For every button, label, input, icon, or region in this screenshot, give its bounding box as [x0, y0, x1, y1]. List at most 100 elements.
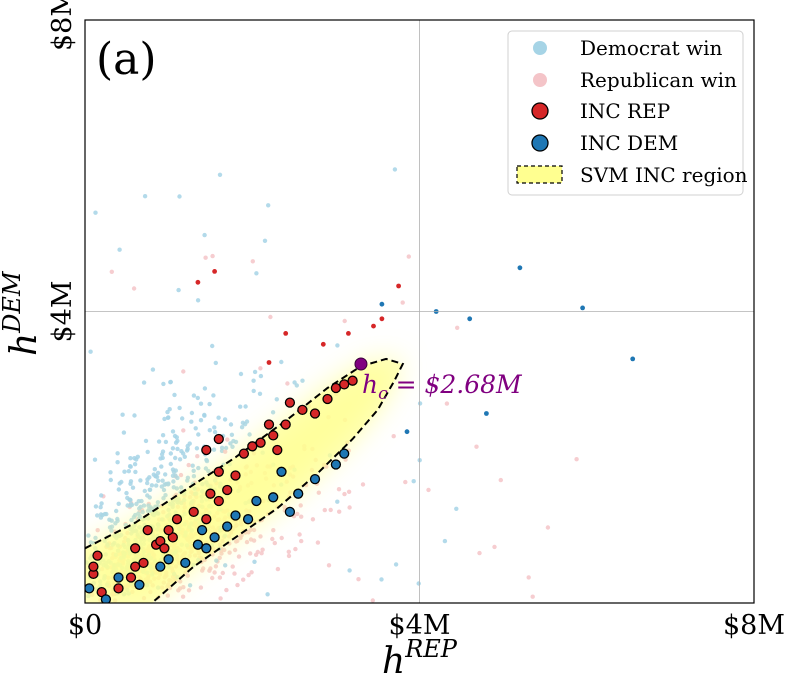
rep-win-point [178, 472, 184, 478]
rep-win-point [248, 551, 253, 556]
rep-win-point [293, 546, 298, 552]
dem-win-point [222, 417, 228, 422]
dem-win-point [145, 493, 150, 498]
dem-win-point [393, 562, 399, 567]
dem-win-point [176, 287, 181, 293]
dem-win-point [219, 445, 225, 450]
rep-win-point [236, 554, 242, 559]
dem-win-point [229, 432, 235, 437]
rep-win-point [213, 564, 219, 569]
dem-win-point [162, 416, 167, 422]
dem-win-point [152, 467, 157, 472]
series-0-point-30 [263, 419, 275, 430]
dem-win-point [168, 380, 173, 385]
rep-win-point [181, 585, 186, 590]
dem-win-point [211, 393, 216, 398]
rep-win-point [279, 535, 284, 541]
dem-win-point [128, 481, 133, 486]
rep-win-point [235, 582, 240, 588]
rep-win-point [220, 570, 225, 576]
rep-win-point [223, 449, 228, 454]
rep-win-point [455, 325, 460, 330]
series-0-point-20 [213, 466, 224, 477]
dem-win-point [159, 452, 165, 457]
series-inc-dem [85, 448, 350, 603]
dem-win-point [274, 397, 279, 402]
legend-label-inc-rep: INC REP [580, 99, 670, 123]
series-0-point-11 [159, 543, 170, 554]
rep-win-point [258, 366, 263, 371]
y-axis-title-base: h [4, 333, 45, 356]
dem-win-point [454, 506, 459, 511]
series-2-point-4 [630, 356, 636, 362]
rep-win-point [310, 517, 316, 522]
rep-win-point [285, 381, 290, 386]
plot-frame [84, 19, 755, 604]
dem-win-point [212, 429, 218, 435]
rep-win-point [360, 482, 366, 487]
series-strong-dem-outliers [379, 265, 636, 435]
rep-win-point [370, 598, 375, 603]
x-tick-label-0: $0 [68, 610, 102, 641]
rep-win-point [258, 534, 263, 539]
series-3-point-8 [320, 341, 326, 347]
dem-win-point [181, 451, 186, 456]
rep-win-point [403, 479, 408, 485]
series-0-point-25 [297, 404, 308, 416]
dem-win-point [185, 475, 191, 480]
dem-win-point [202, 413, 207, 418]
dem-win-point [212, 425, 217, 430]
rep-win-point [545, 525, 551, 530]
rep-win-point [259, 551, 264, 556]
legend: Democrat win Republican win INC REP INC … [507, 30, 748, 196]
dem-win-point [127, 464, 133, 469]
dem-win-point [170, 429, 176, 434]
dem-win-point [146, 503, 151, 508]
dem-win-point [207, 428, 212, 433]
dem-win-point [141, 503, 147, 508]
rep-win-point [498, 477, 503, 483]
series-1-point-10 [222, 521, 233, 532]
dem-win-point [191, 468, 196, 473]
dem-win-point [193, 426, 198, 431]
series-2-point-6 [404, 429, 410, 435]
dem-win-point [95, 513, 100, 518]
series-1-point-5 [163, 554, 174, 565]
series-3-point-6 [396, 283, 401, 289]
dem-win-point [120, 412, 125, 417]
dem-win-point [270, 410, 276, 415]
dem-win-point [145, 508, 151, 514]
dem-win-point [185, 443, 190, 449]
dem-win-point [175, 438, 180, 444]
rep-win-point [406, 254, 411, 259]
legend-marker-svm [516, 165, 563, 184]
dem-win-point [202, 386, 208, 391]
rep-win-point [217, 575, 223, 580]
dem-win-point [170, 446, 176, 451]
dem-win-point [177, 194, 182, 199]
dem-win-point [258, 373, 264, 379]
dem-win-point [196, 432, 201, 437]
dem-win-point [163, 481, 169, 487]
dem-win-point [243, 404, 248, 409]
legend-label-svm: SVM INC region [580, 163, 748, 187]
series-0-point-5 [125, 572, 137, 583]
rep-win-point [248, 537, 254, 542]
series-1-point-2 [113, 572, 124, 583]
series-0-point-1 [92, 550, 103, 561]
x-tick-label-1: $4M [388, 610, 450, 641]
dem-win-point [244, 419, 250, 424]
dem-win-point [86, 533, 91, 538]
rep-win-point [131, 286, 137, 291]
dem-win-point [191, 474, 197, 479]
dem-win-point [155, 504, 160, 509]
legend-marker-inc-dem [531, 134, 549, 152]
rep-win-point [492, 544, 497, 550]
dem-win-point [251, 388, 256, 394]
dem-win-point [171, 485, 176, 490]
rep-win-point [218, 596, 223, 601]
dem-win-point [203, 466, 209, 471]
y-tick-label-1: $8M [47, 0, 78, 51]
dem-win-point [228, 422, 234, 427]
dem-win-point [184, 448, 190, 453]
